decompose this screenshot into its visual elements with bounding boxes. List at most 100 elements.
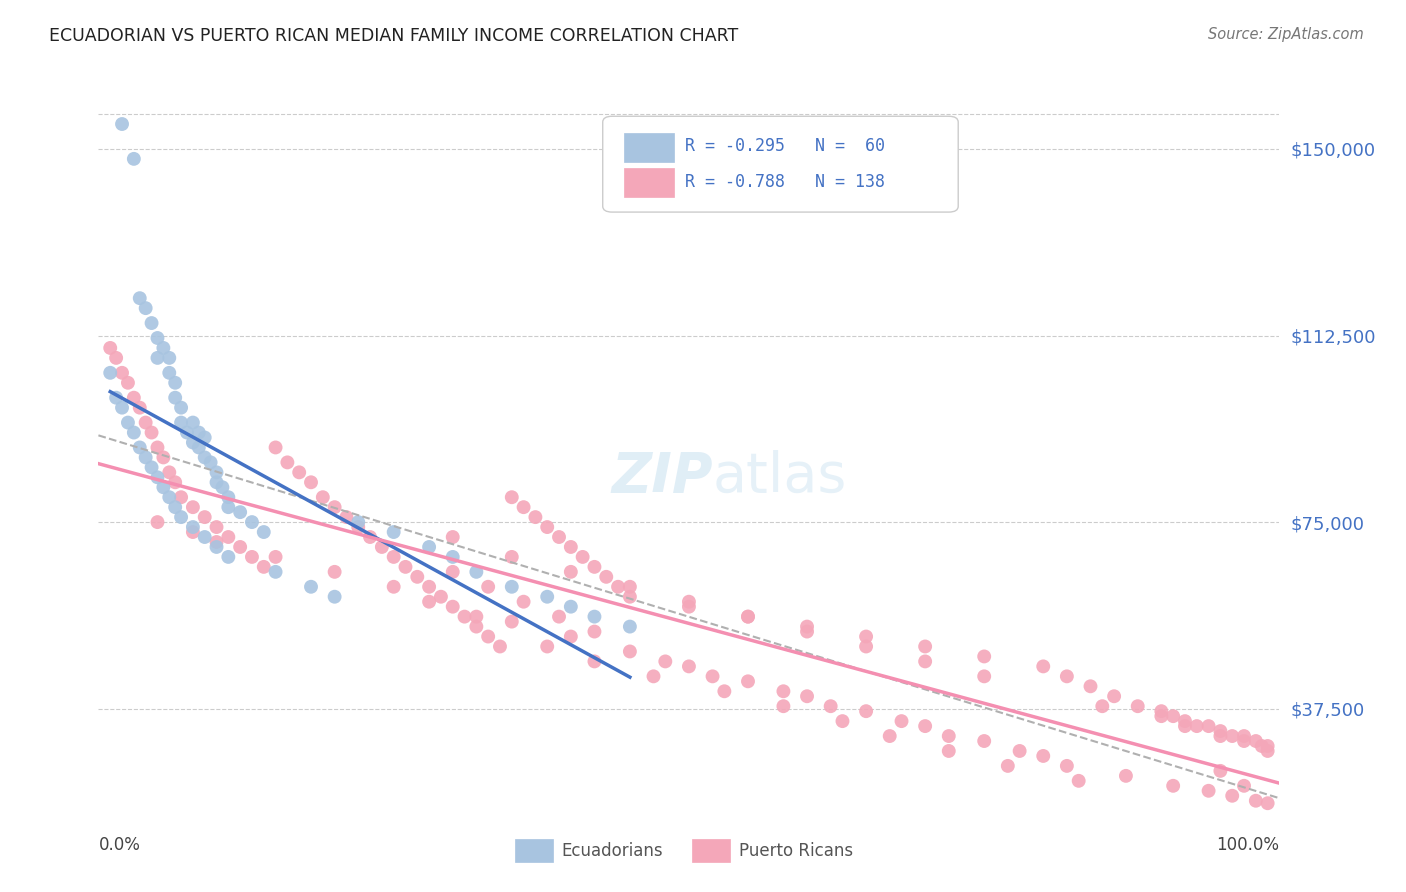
Point [1233,779,1256,793]
Point [288,466,311,480]
Point [187,425,209,440]
Point [217,549,239,564]
Point [253,524,276,539]
Point [465,609,488,624]
Point [477,630,499,644]
Text: R = -0.295   N =  60: R = -0.295 N = 60 [685,137,886,155]
Point [217,530,239,544]
Point [465,619,488,633]
Point [141,460,163,475]
Point [1126,699,1149,714]
Point [117,376,139,390]
Point [796,619,818,633]
Point [418,540,440,554]
Point [1257,739,1279,753]
Point [524,510,547,524]
Point [117,416,139,430]
Point [796,624,818,639]
Point [157,351,180,365]
Point [583,654,606,668]
Point [501,549,523,564]
Point [205,475,228,490]
Point [501,580,523,594]
Point [619,590,641,604]
Point [548,530,571,544]
Point [737,609,759,624]
Point [571,549,593,564]
Point [211,480,233,494]
Point [418,595,440,609]
Point [1032,659,1054,673]
Point [1209,729,1232,743]
Point [1056,669,1078,683]
Point [441,565,464,579]
Point [1161,779,1184,793]
Text: Puerto Ricans: Puerto Ricans [738,842,852,860]
Point [997,759,1019,773]
Point [1257,796,1279,810]
Point [323,590,346,604]
Point [170,510,193,524]
Point [382,580,405,594]
Point [418,580,440,594]
Point [323,565,346,579]
Point [1220,789,1243,803]
Point [205,520,228,534]
Point [111,401,134,415]
Text: Ecuadorians: Ecuadorians [561,842,664,860]
Point [146,470,169,484]
Point [654,654,676,668]
Point [796,690,818,704]
Point [105,391,128,405]
Point [973,649,995,664]
Point [299,475,322,490]
Point [128,401,150,415]
Point [1198,719,1220,733]
Point [406,570,429,584]
Point [1174,714,1197,728]
Point [146,331,169,345]
Point [1209,724,1232,739]
Point [1056,759,1078,773]
Point [170,401,193,415]
Point [135,301,157,315]
Point [170,416,193,430]
Point [181,435,204,450]
Point [1220,729,1243,743]
Point [737,674,759,689]
Point [253,560,276,574]
FancyBboxPatch shape [624,133,673,161]
Point [1174,719,1197,733]
Point [831,714,853,728]
Point [146,441,169,455]
Point [914,719,936,733]
Point [772,684,794,698]
FancyBboxPatch shape [624,169,673,197]
Point [1008,744,1031,758]
Point [165,376,187,390]
Point [135,416,157,430]
Point [176,425,198,440]
Point [441,530,464,544]
Point [536,520,558,534]
Point [560,599,582,614]
Point [914,640,936,654]
Point [323,500,346,515]
Point [299,580,322,594]
Point [264,441,287,455]
Point [122,152,145,166]
Point [501,490,523,504]
Point [128,291,150,305]
Point [276,455,298,469]
Point [560,565,582,579]
Point [1032,748,1054,763]
Point [264,549,287,564]
FancyBboxPatch shape [516,838,553,863]
Point [359,530,381,544]
Point [152,450,174,465]
Point [347,520,370,534]
Point [1115,769,1137,783]
Point [170,490,193,504]
Point [914,654,936,668]
Point [141,316,163,330]
